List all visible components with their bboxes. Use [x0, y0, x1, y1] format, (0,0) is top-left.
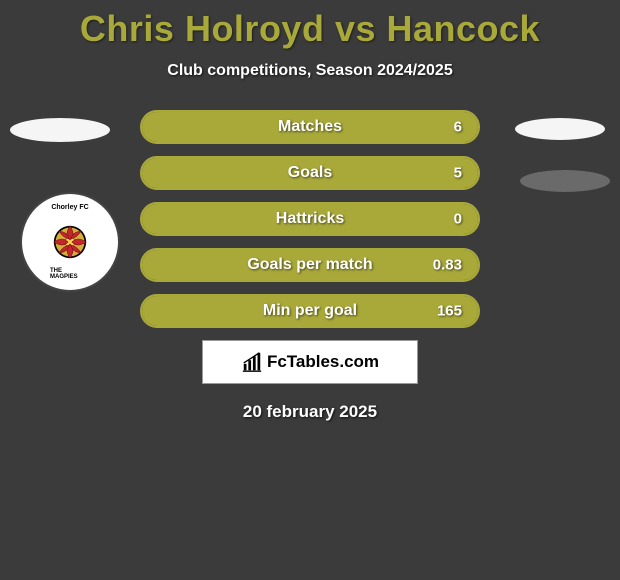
stat-label: Matches	[278, 118, 342, 136]
stat-label: Goals	[288, 164, 332, 182]
player-left-avatar-placeholder	[10, 118, 110, 142]
brand-text: FcTables.com	[267, 352, 379, 372]
page-title: Chris Holroyd vs Hancock	[0, 8, 620, 50]
stat-row: Goals per match 0.83	[140, 248, 480, 282]
stat-value: 0.83	[433, 257, 462, 274]
club-badge-inner: Chorley FC	[30, 202, 110, 282]
brand-logo: FcTables.com	[241, 351, 379, 373]
player-right-club-placeholder	[520, 170, 610, 192]
rose-icon	[50, 222, 90, 262]
stat-row: Matches 6	[140, 110, 480, 144]
club-badge-tagline: THE MAGPIES	[50, 268, 90, 280]
stat-label: Min per goal	[263, 302, 357, 320]
brand-logo-box[interactable]: FcTables.com	[202, 340, 418, 384]
stats-area: Chorley FC	[0, 110, 620, 422]
stat-label: Goals per match	[247, 256, 372, 274]
stat-row: Min per goal 165	[140, 294, 480, 328]
subtitle: Club competitions, Season 2024/2025	[0, 62, 620, 80]
stat-label: Hattricks	[276, 210, 344, 228]
stat-value: 6	[454, 119, 462, 136]
stat-row: Goals 5	[140, 156, 480, 190]
bar-chart-icon	[241, 351, 263, 373]
stat-value: 5	[454, 165, 462, 182]
date-text: 20 february 2025	[0, 402, 620, 422]
stat-value: 0	[454, 211, 462, 228]
club-badge: Chorley FC	[20, 192, 120, 292]
stat-value: 165	[437, 303, 462, 320]
stat-row: Hattricks 0	[140, 202, 480, 236]
player-right-avatar-placeholder	[515, 118, 605, 140]
club-badge-name: Chorley FC	[51, 204, 88, 211]
stat-rows: Matches 6 Goals 5 Hattricks 0 Goals per match 0…	[140, 110, 480, 328]
